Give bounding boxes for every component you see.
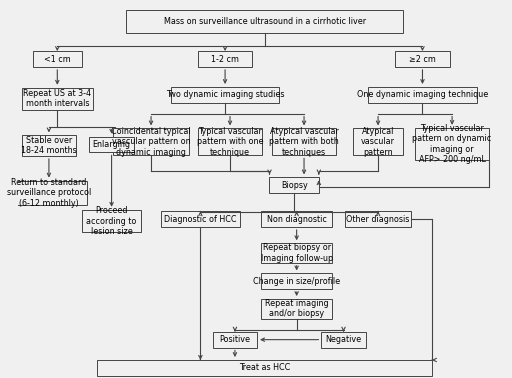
FancyBboxPatch shape xyxy=(82,210,141,232)
FancyBboxPatch shape xyxy=(213,332,257,347)
Text: Atypical vascular
pattern with both
techniques: Atypical vascular pattern with both tech… xyxy=(269,127,339,157)
FancyBboxPatch shape xyxy=(198,129,262,155)
FancyBboxPatch shape xyxy=(22,135,76,156)
Text: Positive: Positive xyxy=(220,335,250,344)
FancyBboxPatch shape xyxy=(33,51,82,67)
FancyBboxPatch shape xyxy=(261,273,332,289)
Text: Atypical
vascular
pattern: Atypical vascular pattern xyxy=(361,127,395,157)
Text: Typical vascular
pattern on dynamic
imaging or
AFP> 200 ng/mL: Typical vascular pattern on dynamic imag… xyxy=(413,124,492,164)
FancyBboxPatch shape xyxy=(161,211,240,227)
Text: Treat as HCC: Treat as HCC xyxy=(239,363,290,372)
FancyBboxPatch shape xyxy=(272,129,336,155)
FancyBboxPatch shape xyxy=(126,10,403,33)
Text: Repeat imaging
and/or biopsy: Repeat imaging and/or biopsy xyxy=(265,299,329,318)
Text: 1-2 cm: 1-2 cm xyxy=(211,54,239,64)
FancyBboxPatch shape xyxy=(198,51,252,67)
FancyBboxPatch shape xyxy=(90,137,134,152)
Text: Change in size/profile: Change in size/profile xyxy=(253,277,340,286)
Text: Other diagnosis: Other diagnosis xyxy=(347,215,410,224)
Text: One dynamic imaging technique: One dynamic imaging technique xyxy=(357,90,488,99)
Text: Biopsy: Biopsy xyxy=(281,181,308,190)
FancyBboxPatch shape xyxy=(97,360,432,376)
Text: Typical vascular
pattern with one
technique: Typical vascular pattern with one techni… xyxy=(197,127,263,157)
FancyBboxPatch shape xyxy=(261,243,332,263)
FancyBboxPatch shape xyxy=(395,51,450,67)
Text: ≥2 cm: ≥2 cm xyxy=(409,54,436,64)
FancyBboxPatch shape xyxy=(22,88,93,110)
FancyBboxPatch shape xyxy=(171,87,280,103)
Text: <1 cm: <1 cm xyxy=(44,54,71,64)
FancyBboxPatch shape xyxy=(261,299,332,319)
Text: Proceed
according to
lesion size: Proceed according to lesion size xyxy=(87,206,137,236)
FancyBboxPatch shape xyxy=(353,129,403,155)
FancyBboxPatch shape xyxy=(261,211,332,227)
Text: Two dynamic imaging studies: Two dynamic imaging studies xyxy=(166,90,284,99)
FancyBboxPatch shape xyxy=(322,332,366,347)
Text: Mass on surveillance ultrasound in a cirrhotic liver: Mass on surveillance ultrasound in a cir… xyxy=(163,17,366,26)
Text: Repeat US at 3-4
month intervals: Repeat US at 3-4 month intervals xyxy=(24,89,91,108)
Text: Return to standard
surveillance protocol
(6-12 monthly): Return to standard surveillance protocol… xyxy=(7,178,91,208)
Text: Stable over
18-24 months: Stable over 18-24 months xyxy=(21,136,77,155)
Text: Negative: Negative xyxy=(326,335,361,344)
FancyBboxPatch shape xyxy=(269,177,319,193)
Text: Non diagnostic: Non diagnostic xyxy=(267,215,327,224)
FancyBboxPatch shape xyxy=(415,128,489,160)
FancyBboxPatch shape xyxy=(345,211,411,227)
Text: Coincidental typical
vascular pattern on
dynamic imaging: Coincidental typical vascular pattern on… xyxy=(111,127,191,157)
FancyBboxPatch shape xyxy=(368,87,477,103)
Text: Repeat biopsy or
Imaging follow-up: Repeat biopsy or Imaging follow-up xyxy=(261,243,333,263)
FancyBboxPatch shape xyxy=(113,129,189,155)
Text: Diagnostic of HCC: Diagnostic of HCC xyxy=(164,215,237,224)
FancyBboxPatch shape xyxy=(11,181,87,205)
Text: Enlarging: Enlarging xyxy=(93,140,131,149)
